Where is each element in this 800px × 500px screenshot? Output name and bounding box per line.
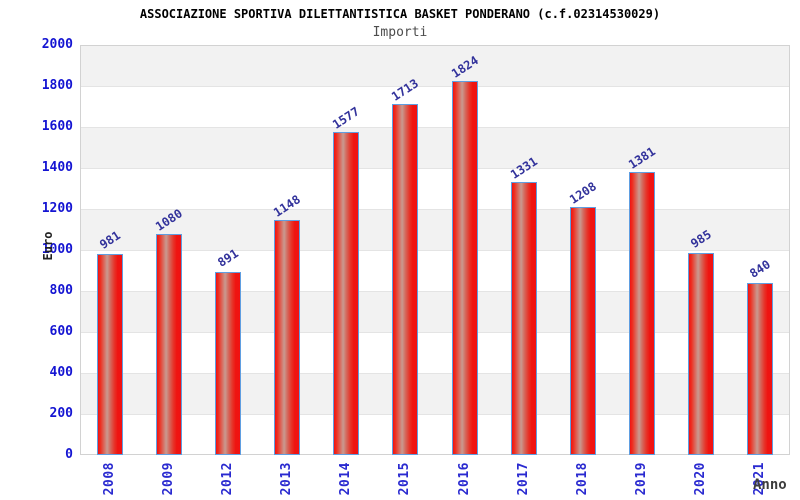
x-tick-label: 2018	[575, 462, 590, 496]
gridline	[80, 209, 790, 210]
gridline	[80, 86, 790, 87]
x-tick-label: 2014	[338, 462, 353, 496]
chart-subtitle: Importi	[372, 25, 428, 40]
bar	[156, 234, 182, 455]
x-tick-label: 2013	[279, 462, 294, 496]
x-tick-label: 2016	[457, 462, 472, 496]
y-tick-label: 400	[49, 365, 73, 380]
chart-title: ASSOCIAZIONE SPORTIVA DILETTANTISTICA BA…	[139, 7, 661, 21]
x-tick-label: 2017	[516, 462, 531, 496]
bar	[688, 253, 714, 455]
grid-band	[80, 250, 790, 291]
y-tick-label: 1400	[41, 160, 73, 175]
x-tick-label: 2020	[693, 462, 708, 496]
gridline	[80, 332, 790, 333]
bar	[333, 132, 359, 455]
y-tick-label: 1200	[41, 201, 73, 216]
gridline	[80, 250, 790, 251]
grid-band	[80, 209, 790, 250]
grid-band	[80, 291, 790, 332]
grid-band	[80, 127, 790, 168]
bar	[747, 283, 773, 455]
y-tick-label: 1000	[41, 242, 73, 257]
grid-band	[80, 414, 790, 455]
bar	[452, 81, 478, 455]
bar	[511, 182, 537, 455]
grid-band	[80, 332, 790, 373]
x-tick-label: 2015	[397, 462, 412, 496]
y-tick-label: 600	[49, 324, 73, 339]
y-axis-title: Euro	[41, 231, 55, 261]
gridline	[80, 291, 790, 292]
y-tick-label: 200	[49, 406, 73, 421]
y-tick-label: 2000	[41, 37, 73, 52]
x-tick-label: 2008	[102, 462, 117, 496]
gridline	[80, 373, 790, 374]
x-tick-label: 2012	[220, 462, 235, 496]
grid-band	[80, 45, 790, 86]
gridline	[80, 168, 790, 169]
grid-band	[80, 168, 790, 209]
x-axis-title: Anno	[753, 477, 787, 493]
y-tick-label: 1600	[41, 119, 73, 134]
gridline	[80, 414, 790, 415]
y-tick-label: 1800	[41, 78, 73, 93]
bar	[570, 207, 596, 455]
bar	[274, 220, 300, 455]
bar	[392, 104, 418, 455]
y-tick-label: 0	[65, 447, 73, 462]
grid-band	[80, 373, 790, 414]
bar	[215, 272, 241, 455]
x-tick-label: 2019	[634, 462, 649, 496]
y-tick-label: 800	[49, 283, 73, 298]
gridline	[80, 127, 790, 128]
x-tick-label: 2009	[161, 462, 176, 496]
grid-band	[80, 86, 790, 127]
bar	[629, 172, 655, 455]
bar	[97, 254, 123, 455]
